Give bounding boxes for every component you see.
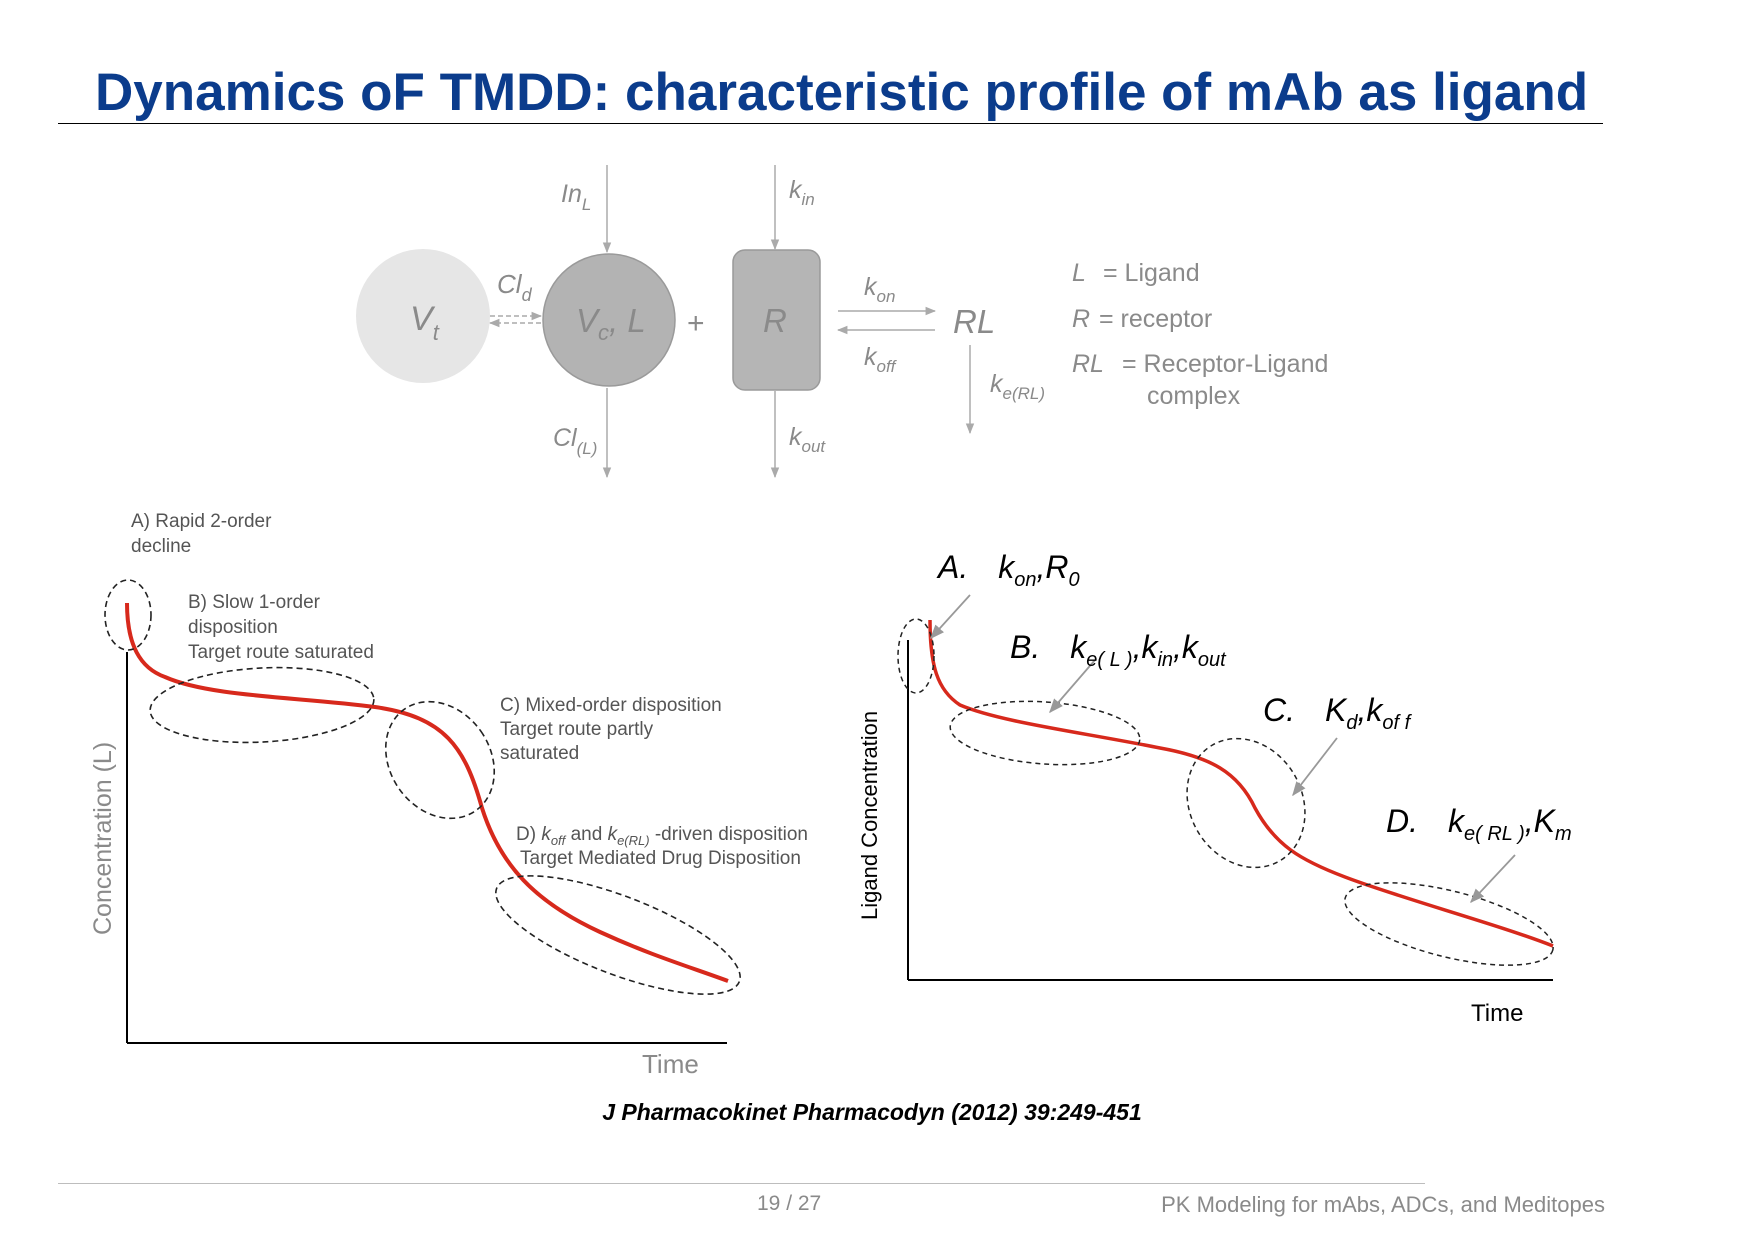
legend-rl-text: = Receptor-Ligand <box>1122 350 1328 378</box>
koff-label: koff <box>864 343 898 376</box>
right-plot: Ligand Concentration Time A. kon,R0 B. ke(… <box>857 549 1572 1027</box>
right-c-label: C. Kd,kof f <box>1263 692 1413 734</box>
cll-label: Cl(L) <box>553 424 597 458</box>
left-y-label: Concentration (L) <box>89 742 117 935</box>
right-region-d-ellipse <box>1344 882 1554 966</box>
kerl-label: ke(RL) <box>990 370 1045 403</box>
right-b-pointer <box>1049 659 1096 714</box>
right-c-pointer <box>1292 737 1338 797</box>
left-b-line-1: B) Slow 1-order <box>188 592 321 613</box>
left-a-line-2: decline <box>131 536 191 557</box>
vc-label: Vc, L <box>576 302 646 345</box>
legend-l-text: = Ligand <box>1103 259 1200 287</box>
footer-rule <box>58 1183 1425 1184</box>
left-d-line-2: Target Mediated Drug Disposition <box>520 848 801 869</box>
citation: J Pharmacokinet Pharmacodyn (2012) 39:24… <box>602 1099 1142 1125</box>
left-annotations: A) Rapid 2-order decline B) Slow 1-order… <box>131 511 808 869</box>
legend-r-text: = receptor <box>1099 305 1212 333</box>
left-c-line-2: Target route partly <box>500 719 654 740</box>
vt-label: Vt <box>410 300 440 345</box>
left-a-line-1: A) Rapid 2-order <box>131 511 272 532</box>
scheme-legend: L = Ligand R = receptor RL = Receptor-Li… <box>1072 259 1328 410</box>
kin-label: kin <box>789 176 815 209</box>
left-region-c-ellipse <box>384 700 496 820</box>
right-region-b-ellipse <box>949 700 1141 766</box>
kout-label: kout <box>789 423 826 456</box>
right-region-c-ellipse <box>1186 737 1306 869</box>
left-d-line-1: D) koff and ke(RL) -driven disposition <box>516 824 808 848</box>
vc-compartment <box>542 253 676 387</box>
right-ligand-curve <box>928 619 1554 948</box>
left-region-d-ellipse <box>495 875 741 995</box>
right-annotations: A. kon,R0 B. ke( L ),kin,kout C. Kd,kof f D… <box>936 549 1572 845</box>
slide-title: Dynamics oF TMDD: characteristic profile… <box>95 63 1589 122</box>
rl-label: RL <box>953 303 995 340</box>
inl-label: InL <box>561 180 591 214</box>
receptor-label: R <box>763 302 787 339</box>
title-rule <box>58 123 1603 124</box>
right-x-label: Time <box>1471 1000 1523 1027</box>
tmdd-scheme: Vt Vc, L + R RL Cld InL kin Cl(L) kout k… <box>356 165 1328 479</box>
right-region-a-ellipse <box>897 618 935 694</box>
left-c-line-1: C) Mixed-order disposition <box>500 695 722 716</box>
left-concentration-curve <box>125 602 729 983</box>
right-a-pointer <box>930 594 971 640</box>
legend-rl-symbol: RL <box>1072 350 1104 378</box>
right-y-label: Ligand Concentration <box>857 711 882 920</box>
left-b-line-2: disposition <box>188 617 278 638</box>
right-d-pointer <box>1470 854 1516 904</box>
footer-title: PK Modeling for mAbs, ADCs, and Meditope… <box>1161 1192 1605 1217</box>
legend-r-symbol: R <box>1072 305 1090 333</box>
page-number: 19 / 27 <box>757 1192 822 1215</box>
left-b-line-3: Target route saturated <box>188 642 374 663</box>
kon-label: kon <box>864 273 895 306</box>
left-c-line-3: saturated <box>500 743 579 764</box>
right-d-label: D. ke( RL ),Km <box>1386 803 1572 845</box>
legend-l-symbol: L <box>1072 259 1086 287</box>
legend-rl-text-2: complex <box>1147 382 1241 410</box>
left-region-b-ellipse <box>149 666 375 744</box>
vt-compartment <box>356 249 490 383</box>
cld-label: Cld <box>497 269 533 305</box>
left-plot: Concentration (L) Time A) Rapid 2-order … <box>89 511 808 1079</box>
plus-sign: + <box>687 307 705 340</box>
left-x-label: Time <box>642 1049 699 1079</box>
left-region-a-ellipse <box>104 579 152 651</box>
right-b-label: B. ke( L ),kin,kout <box>1010 629 1227 671</box>
right-a-label: A. kon,R0 <box>936 549 1080 591</box>
